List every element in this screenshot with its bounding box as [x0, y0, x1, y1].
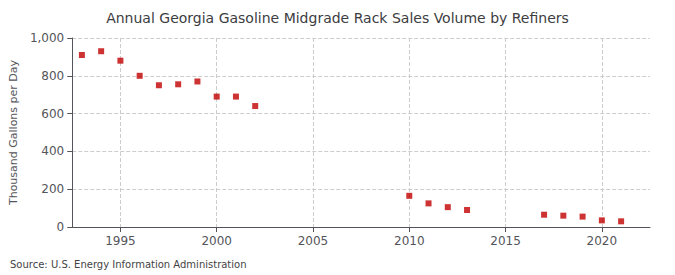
svg-text:Annual Georgia Gasoline Midgra: Annual Georgia Gasoline Midgrade Rack Sa…	[106, 10, 569, 26]
svg-text:Source: U.S. Energy Informatio: Source: U.S. Energy Information Administ…	[10, 259, 247, 270]
svg-text:2000: 2000	[201, 234, 232, 248]
svg-text:Thousand Gallons per Day: Thousand Gallons per Day	[7, 59, 20, 206]
svg-text:1,000: 1,000	[30, 31, 64, 45]
svg-text:200: 200	[41, 182, 64, 196]
svg-text:2005: 2005	[298, 234, 329, 248]
svg-text:400: 400	[41, 144, 64, 158]
svg-text:2020: 2020	[587, 234, 618, 248]
svg-text:2015: 2015	[490, 234, 521, 248]
svg-text:800: 800	[41, 69, 64, 83]
svg-text:2010: 2010	[394, 234, 425, 248]
svg-text:0: 0	[57, 220, 65, 234]
svg-text:1995: 1995	[105, 234, 136, 248]
svg-text:600: 600	[41, 107, 64, 121]
